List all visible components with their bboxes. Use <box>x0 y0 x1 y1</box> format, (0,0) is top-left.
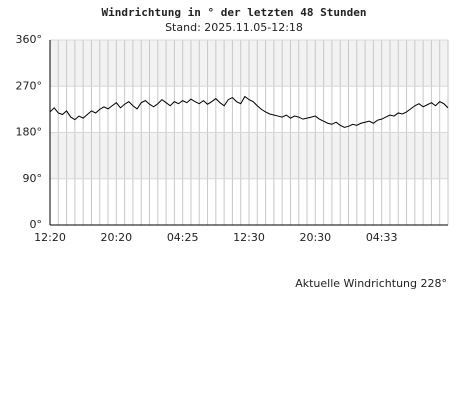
chart-title: Windrichtung in ° der letzten 48 Stunden <box>102 6 367 19</box>
y-tick-label: 0° <box>30 218 43 231</box>
x-tick-label: 12:20 <box>34 231 66 244</box>
x-tick-label: 04:25 <box>167 231 199 244</box>
chart-subtitle: Stand: 2025.11.05-12:18 <box>165 21 303 34</box>
x-tick-label: 12:30 <box>233 231 265 244</box>
y-tick-label: 90° <box>23 172 43 185</box>
annotation: Aktuelle Windrichtung 228° <box>295 277 447 290</box>
x-tick-label: 20:30 <box>299 231 331 244</box>
x-tick-label: 04:33 <box>366 231 398 244</box>
line <box>49 95 449 128</box>
x-tick-label: 20:20 <box>100 231 132 244</box>
y-tick-label: 180° <box>16 126 43 139</box>
y-tick-label: 360° <box>16 33 43 46</box>
y-tick-label: 270° <box>16 79 43 92</box>
